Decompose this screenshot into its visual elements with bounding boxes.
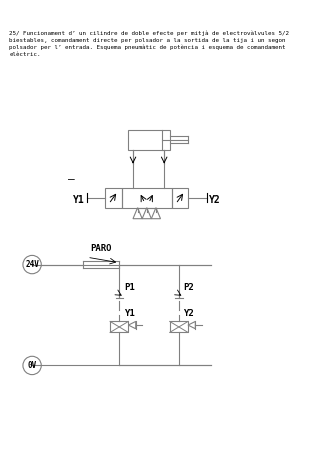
Bar <box>172 188 188 207</box>
Bar <box>105 188 122 207</box>
Text: 0V: 0V <box>28 361 37 370</box>
Text: P1: P1 <box>124 283 135 292</box>
Bar <box>122 188 172 207</box>
Bar <box>110 322 128 333</box>
Text: 24V: 24V <box>25 260 39 269</box>
Text: P2: P2 <box>183 283 194 292</box>
Text: –: – <box>68 174 75 184</box>
Text: PARO: PARO <box>90 244 112 253</box>
Text: Y2: Y2 <box>209 195 220 205</box>
Text: Y2: Y2 <box>183 308 194 318</box>
Text: Y1: Y1 <box>73 195 85 205</box>
Bar <box>170 322 188 333</box>
Text: 25/ Funcionament d’ un cilindre de doble efecte per mitjà de electrovàlvules 5/2: 25/ Funcionament d’ un cilindre de doble… <box>9 31 289 57</box>
Bar <box>128 130 170 150</box>
Text: Y1: Y1 <box>124 308 135 318</box>
